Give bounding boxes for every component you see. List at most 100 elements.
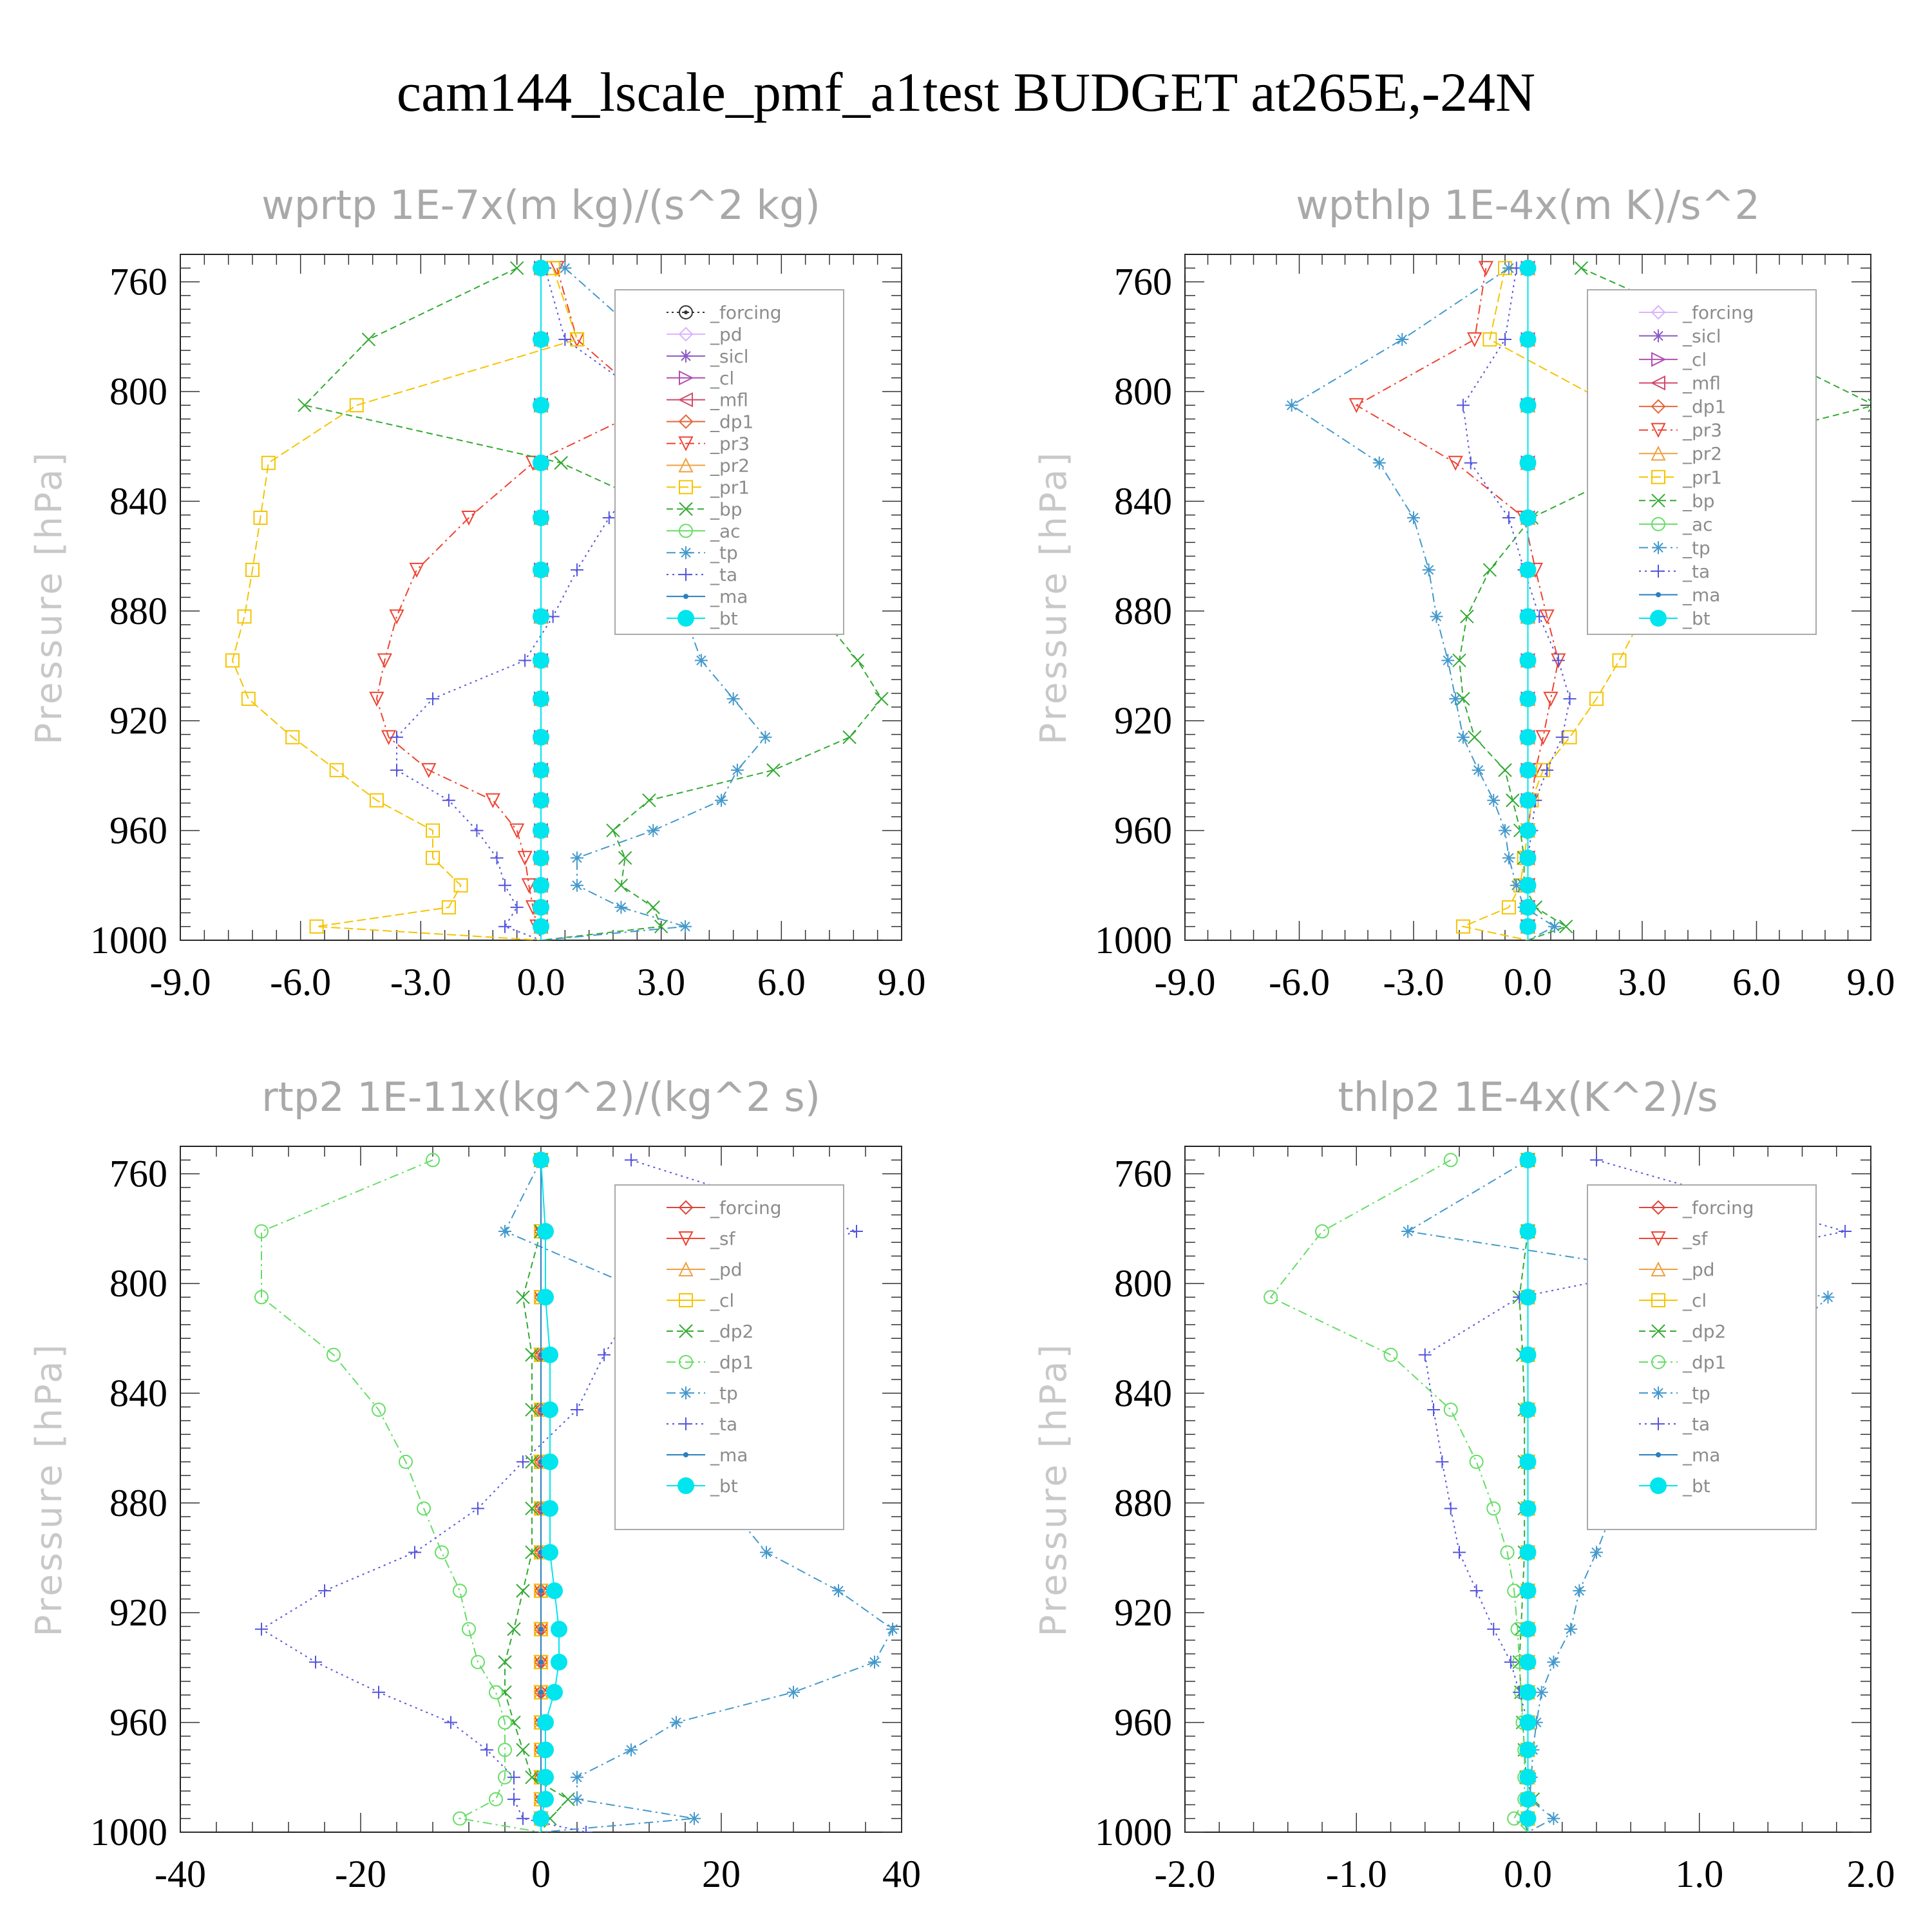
data-point	[1443, 1153, 1458, 1168]
data-point	[498, 1655, 512, 1669]
legend-marker	[679, 1417, 692, 1430]
legend-label: _mfl	[710, 390, 748, 411]
data-point	[1519, 791, 1537, 809]
data-point	[525, 1770, 539, 1785]
data-point	[1401, 1225, 1415, 1238]
data-point	[1558, 919, 1573, 934]
data-point	[1519, 728, 1537, 746]
legend-marker	[678, 414, 694, 430]
y-tick-label: 840	[1114, 480, 1172, 522]
data-point	[254, 1290, 269, 1305]
data-point	[1504, 1655, 1517, 1669]
data-point	[518, 654, 532, 667]
legend-label: _ma	[1682, 1444, 1720, 1466]
legend-item: _tp	[667, 542, 738, 564]
data-point	[507, 1622, 521, 1636]
legend-label: _bt	[710, 608, 738, 629]
data-point	[426, 1153, 440, 1168]
legend-item: _bt	[1639, 608, 1710, 629]
data-point	[1519, 1453, 1537, 1470]
data-point	[498, 1225, 511, 1238]
data-point	[542, 1453, 558, 1470]
data-point	[1519, 1683, 1537, 1701]
data-point	[1498, 763, 1512, 777]
data-point	[533, 876, 549, 894]
data-point	[1547, 1655, 1560, 1669]
data-point	[255, 1622, 268, 1636]
panel-4: thlp2 1E-4x(K^2)/s Pressure [hPa] 760 800 84…	[1033, 1074, 1895, 1895]
data-point	[1472, 763, 1485, 777]
series_bt	[1519, 1151, 1537, 1832]
data-point	[868, 1655, 881, 1669]
data-point	[533, 260, 549, 277]
legend-marker	[678, 1200, 694, 1215]
data-point	[408, 1546, 421, 1559]
x-tick-label: 2.0	[1847, 1853, 1895, 1895]
data-point	[679, 920, 692, 933]
y-tick-label: 960	[109, 810, 167, 852]
data-point	[1460, 609, 1474, 624]
legend-box	[614, 289, 844, 635]
series_bt	[533, 260, 549, 940]
data-point	[1519, 1653, 1537, 1671]
legend-item: _sf	[667, 1228, 736, 1249]
data-point	[533, 454, 549, 471]
data-point	[1315, 1224, 1329, 1239]
data-point	[537, 1289, 554, 1306]
data-point	[1519, 331, 1537, 348]
legend-label: _ma	[1682, 584, 1720, 605]
data-point	[1478, 261, 1494, 276]
y-tick-label: 1000	[1095, 1811, 1172, 1853]
legend-label: _ta	[710, 564, 737, 585]
data-point	[1422, 563, 1435, 576]
legend-label: _bt	[710, 1475, 738, 1497]
data-point	[1519, 1289, 1537, 1306]
legend-item: _ta	[667, 1414, 737, 1435]
data-point	[1349, 398, 1364, 413]
series-line	[1462, 268, 1571, 940]
legend-label: _sicl	[710, 346, 749, 367]
data-point	[1519, 822, 1537, 839]
data-point	[1519, 1223, 1537, 1240]
legend-item: _cl	[667, 1290, 734, 1311]
legend: _forcing _sf _pd _cl _dp2 _dp1 _tp _ta _ma _bt	[1587, 1184, 1817, 1530]
data-point	[361, 332, 376, 346]
x-tick-label: -6.0	[1269, 961, 1330, 1003]
legend-marker	[1652, 541, 1665, 554]
x-tick-label: -9.0	[150, 961, 211, 1003]
data-point	[453, 1811, 467, 1826]
data-point	[389, 609, 404, 625]
data-point	[285, 730, 300, 744]
legend: _forcing_pd_sicl_cl_mfl_dp1_pr3_pr2_pr1_…	[614, 289, 844, 635]
data-point	[533, 849, 549, 867]
legend-marker	[677, 1477, 694, 1494]
legend-item: _dp1	[667, 412, 753, 433]
x-tick-label: -3.0	[1383, 961, 1444, 1003]
legend-label: _dp1	[1682, 1352, 1726, 1373]
data-point	[1519, 1401, 1537, 1418]
x-tick-label: 0.0	[517, 961, 565, 1003]
legend-marker	[1651, 1293, 1665, 1307]
data-point	[1555, 730, 1569, 744]
data-point	[1372, 456, 1386, 469]
data-point	[1453, 1546, 1466, 1559]
legend-item: _ta	[667, 564, 737, 585]
x-tick-label: 3.0	[1618, 961, 1667, 1003]
data-point	[1519, 260, 1537, 277]
legend-label: _pr2	[710, 455, 750, 477]
legend-item: _bt	[667, 608, 738, 629]
data-point	[245, 562, 260, 577]
legend-item: _forcing	[1639, 1197, 1754, 1218]
data-point	[1502, 511, 1515, 524]
legend-label: _ta	[1682, 561, 1710, 582]
data-point	[525, 1501, 539, 1516]
plot-area	[254, 1151, 899, 1832]
y-tick-label: 1000	[90, 919, 167, 961]
x-tick-label: 3.0	[637, 961, 685, 1003]
data-point	[1519, 509, 1537, 526]
data-point	[551, 1653, 567, 1671]
legend-marker	[678, 327, 694, 342]
data-point	[1482, 332, 1497, 347]
data-point	[1435, 1455, 1449, 1468]
